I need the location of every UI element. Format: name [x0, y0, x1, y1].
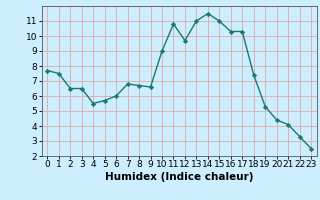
X-axis label: Humidex (Indice chaleur): Humidex (Indice chaleur) [105, 172, 253, 182]
